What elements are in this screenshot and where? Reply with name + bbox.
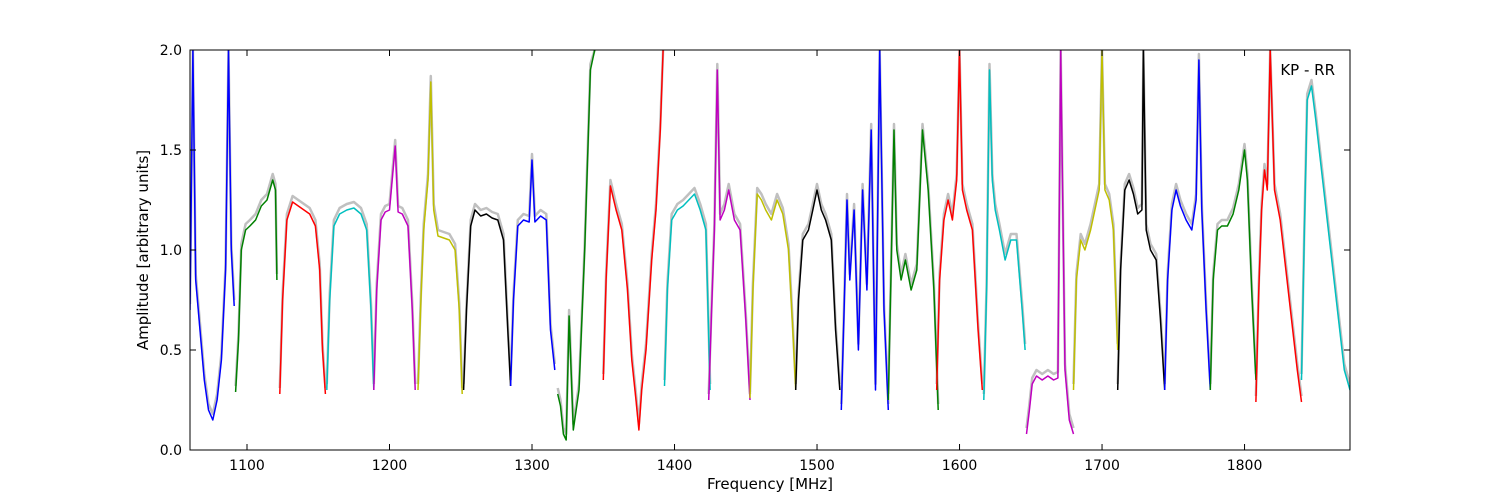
x-tick-label: 1200 — [372, 458, 408, 474]
y-axis-label: Amplitude [arbitrary units] — [134, 150, 152, 350]
series-line-20 — [1072, 50, 1119, 391]
series-line-23 — [1209, 149, 1257, 391]
series-line-24 — [1255, 50, 1303, 403]
x-axis-label: Frequency [MHz] — [707, 475, 833, 493]
series-line-8 — [509, 159, 556, 387]
series-line-3 — [279, 201, 327, 395]
y-tick-label: 1.5 — [160, 143, 182, 159]
x-axis-ticks: 1100 1200 1300 1400 1500 1600 1700 1800 — [229, 50, 1262, 474]
series-line-5 — [373, 145, 416, 391]
series-line-15 — [840, 50, 890, 411]
series-line-10 — [602, 50, 664, 431]
series-line-22 — [1163, 59, 1212, 391]
series-line-7 — [462, 209, 512, 391]
series-line-1 — [190, 50, 235, 421]
series-line-21 — [1116, 50, 1166, 391]
series-layer — [190, 50, 1350, 441]
series-line-13 — [749, 193, 797, 399]
x-tick-label: 1600 — [942, 458, 978, 474]
x-tick-label: 1700 — [1084, 458, 1120, 474]
series-line-25 — [1300, 85, 1350, 391]
background-trace-15 — [840, 50, 890, 405]
x-tick-label: 1400 — [657, 458, 693, 474]
series-line-6 — [417, 81, 463, 395]
series-line-16 — [887, 129, 939, 411]
series-line-12 — [707, 69, 751, 401]
plot-background — [190, 50, 1350, 450]
series-line-2 — [234, 179, 278, 393]
series-line-11 — [663, 193, 711, 391]
series-line-17 — [935, 50, 984, 391]
x-tick-label: 1100 — [229, 458, 265, 474]
x-tick-label: 1800 — [1227, 458, 1263, 474]
y-tick-label: 2.0 — [160, 43, 182, 59]
x-tick-label: 1300 — [514, 458, 550, 474]
series-line-18 — [983, 69, 1026, 401]
y-tick-label: 0.5 — [160, 343, 182, 359]
series-line-14 — [794, 189, 841, 391]
series-line-4 — [326, 207, 375, 391]
series-line-19 — [1025, 50, 1075, 435]
y-tick-label: 0.0 — [160, 443, 182, 459]
y-axis-ticks: 0.0 0.5 1.0 1.5 2.0 — [160, 43, 1350, 459]
x-tick-label: 1500 — [799, 458, 835, 474]
series-line-9 — [556, 50, 596, 441]
baseline-annotation: KP - RR — [1280, 61, 1335, 79]
y-tick-label: 1.0 — [160, 243, 182, 259]
